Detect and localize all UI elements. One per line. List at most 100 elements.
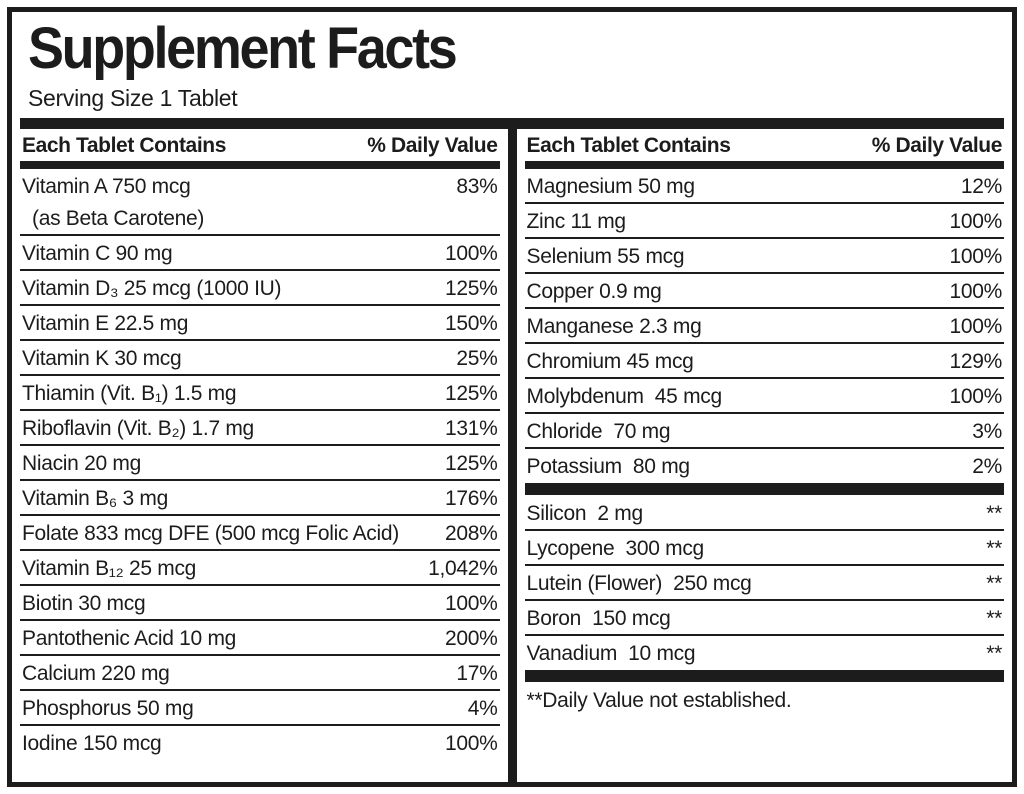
daily-value: 131% <box>444 417 498 440</box>
right-column-header: Each Tablet Contains % Daily Value <box>525 129 1005 161</box>
column-header-contains: Each Tablet Contains <box>22 134 226 157</box>
daily-value: 208% <box>444 522 498 545</box>
nutrient-row: Copper 0.9 mg 100% <box>524 274 1004 309</box>
columns-container: Each Tablet Contains % Daily Value Vitam… <box>20 129 1004 782</box>
nutrient-name: Folate 833 mcg DFE (500 mcg Folic Acid) <box>22 522 399 545</box>
nutrient-name: Riboflavin (Vit. B₂) 1.7 mg <box>22 417 254 440</box>
daily-value: 83% <box>456 175 498 198</box>
nutrient-row: Iodine 150 mcg 100% <box>20 726 500 759</box>
nutrient-row: Vitamin E 22.5 mg 150% <box>20 306 500 341</box>
nutrient-name: Biotin 30 mcg <box>22 592 146 615</box>
nutrient-row: Boron 150 mcg ** <box>524 601 1004 636</box>
daily-value: 129% <box>949 350 1002 373</box>
nutrient-row: Vitamin A 750 mcg (as Beta Carotene) 83% <box>20 169 500 236</box>
nutrient-row: Niacin 20 mg 125% <box>20 446 500 481</box>
daily-value: 100% <box>949 280 1002 303</box>
nutrient-row: Vitamin D₃ 25 mcg (1000 IU) 125% <box>20 271 500 306</box>
nutrient-row: Biotin 30 mcg 100% <box>20 586 500 621</box>
right-column: Each Tablet Contains % Daily Value Magne… <box>524 129 1005 782</box>
column-header-contains: Each Tablet Contains <box>526 134 731 157</box>
daily-value: 100% <box>444 592 498 615</box>
nutrient-name: Chromium 45 mcg <box>526 350 694 373</box>
nutrient-row: Magnesium 50 mg 12% <box>524 169 1004 204</box>
daily-value: 125% <box>444 452 498 475</box>
daily-value: 1,042% <box>428 557 498 580</box>
daily-value: ** <box>986 607 1002 630</box>
nutrient-row: Molybdenum 45 mcg 100% <box>524 379 1004 414</box>
nutrient-row: Riboflavin (Vit. B₂) 1.7 mg 131% <box>20 411 500 446</box>
nutrient-row: Chloride 70 mg 3% <box>524 414 1004 449</box>
header-underline-bar <box>524 161 1004 169</box>
daily-value: ** <box>986 642 1002 665</box>
nutrient-row: Zinc 11 mg 100% <box>524 204 1004 239</box>
nutrient-row: Thiamin (Vit. B₁) 1.5 mg 125% <box>20 376 500 411</box>
daily-value: ** <box>986 502 1002 525</box>
daily-value: 200% <box>444 627 498 650</box>
nutrient-name: Phosphorus 50 mg <box>22 697 194 720</box>
nutrient-row: Pantothenic Acid 10 mg 200% <box>20 621 500 656</box>
nutrient-row: Folate 833 mcg DFE (500 mcg Folic Acid) 2… <box>20 516 500 551</box>
nutrient-name: Vitamin A 750 mcg (as Beta Carotene) <box>22 175 205 230</box>
nutrient-row: Phosphorus 50 mg 4% <box>20 691 500 726</box>
nutrient-row: Potassium 80 mg 2% <box>525 449 1005 482</box>
nutrient-row: Silicon 2 mg ** <box>524 496 1004 531</box>
daily-value: 3% <box>972 420 1002 443</box>
daily-value: 100% <box>444 732 498 755</box>
nutrient-row: Vanadium 10 mcg ** <box>525 636 1005 669</box>
column-header-daily-value: % Daily Value <box>871 134 1003 157</box>
nutrient-name: Lycopene 300 mcg <box>526 537 705 560</box>
nutrient-name: Potassium 80 mg <box>526 455 691 478</box>
daily-value: 4% <box>467 697 498 720</box>
daily-value: ** <box>986 537 1002 560</box>
nutrient-name: Selenium 55 mcg <box>526 245 685 268</box>
nutrient-name: Chloride 70 mg <box>526 420 671 443</box>
nutrient-name: Vitamin D₃ 25 mcg (1000 IU) <box>22 277 282 300</box>
daily-value: 100% <box>949 385 1002 408</box>
left-column-header: Each Tablet Contains % Daily Value <box>20 129 500 161</box>
nutrient-name: Boron 150 mcg <box>526 607 671 630</box>
nutrient-name: Vanadium 10 mcg <box>526 642 696 665</box>
supplement-facts-label: Supplement Facts Serving Size 1 Tablet E… <box>7 7 1017 787</box>
daily-value: 17% <box>456 662 498 685</box>
nutrient-row: Vitamin B₆ 3 mg 176% <box>20 481 500 516</box>
daily-value: 100% <box>444 242 498 265</box>
nutrient-name: Vitamin C 90 mg <box>22 242 173 265</box>
daily-value: 100% <box>949 210 1002 233</box>
nutrient-name: Calcium 220 mg <box>22 662 170 685</box>
column-divider <box>507 129 517 782</box>
nutrient-name: Niacin 20 mg <box>22 452 141 475</box>
nutrient-row: Lutein (Flower) 250 mcg ** <box>524 566 1004 601</box>
header-underline-bar <box>20 161 500 169</box>
daily-value: ** <box>986 572 1002 595</box>
nutrient-name: Lutein (Flower) 250 mcg <box>526 572 752 595</box>
top-divider-bar <box>20 118 1004 129</box>
section-divider-bar <box>524 483 1004 495</box>
nutrient-row: Manganese 2.3 mg 100% <box>524 309 1004 344</box>
footnote: **Daily Value not established. <box>526 689 792 712</box>
daily-value: 100% <box>949 315 1002 338</box>
daily-value: 150% <box>444 312 498 335</box>
nutrient-name: Vitamin K 30 mcg <box>22 347 182 370</box>
nutrient-name: Molybdenum 45 mcg <box>526 385 723 408</box>
nutrient-name: Pantothenic Acid 10 mg <box>22 627 237 650</box>
nutrient-row: Vitamin C 90 mg 100% <box>20 236 500 271</box>
daily-value: 100% <box>949 245 1002 268</box>
nutrient-name: Thiamin (Vit. B₁) 1.5 mg <box>22 382 237 405</box>
nutrient-name: Manganese 2.3 mg <box>526 315 702 338</box>
nutrient-name-line2: (as Beta Carotene) <box>32 207 205 230</box>
left-column: Each Tablet Contains % Daily Value Vitam… <box>20 129 500 782</box>
left-nutrient-rows: Vitamin A 750 mcg (as Beta Carotene) 83% Vi… <box>20 169 500 759</box>
daily-value: 25% <box>456 347 498 370</box>
daily-value: 2% <box>972 455 1002 478</box>
page-title: Supplement Facts <box>28 16 458 81</box>
nutrient-name: Copper 0.9 mg <box>526 280 662 303</box>
right-nutrient-rows: Magnesium 50 mg 12% Zinc 11 mg 100% Selenium… <box>524 169 1005 682</box>
nutrient-row: Vitamin B₁₂ 25 mcg 1,042% <box>20 551 500 586</box>
section-divider-bar <box>524 670 1004 682</box>
daily-value: 125% <box>444 277 498 300</box>
serving-size: Serving Size 1 Tablet <box>28 85 238 111</box>
daily-value: 12% <box>960 175 1002 198</box>
nutrient-name: Silicon 2 mg <box>526 502 644 525</box>
nutrient-row: Vitamin K 30 mcg 25% <box>20 341 500 376</box>
